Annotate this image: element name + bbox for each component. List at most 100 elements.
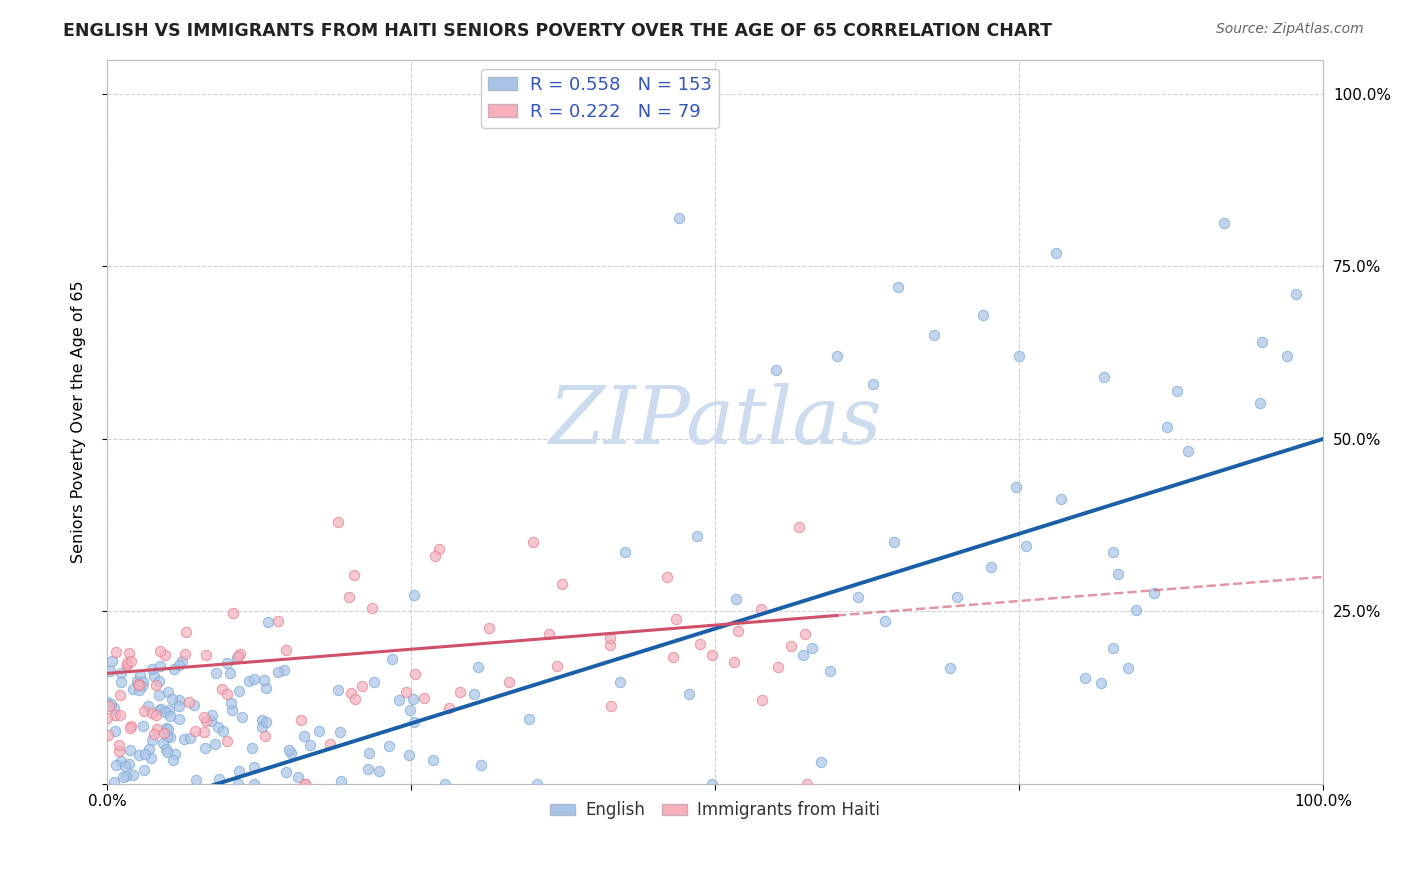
Point [1092,369,1115,384]
Point [922,328,945,343]
Point [294,777,316,791]
Point [463,687,485,701]
Point [980,560,1002,574]
Point [142,726,165,740]
Point [267,665,290,680]
Point [344,692,367,706]
Point [280,746,302,760]
Point [243,760,266,774]
Point [662,650,685,665]
Text: Source: ZipAtlas.com: Source: ZipAtlas.com [1216,22,1364,37]
Point [792,648,814,663]
Point [228,684,250,698]
Point [337,590,360,604]
Point [1251,335,1274,350]
Point [1090,675,1112,690]
Point [274,643,297,657]
Point [167,693,190,707]
Point [1102,544,1125,558]
Point [600,699,623,714]
Point [862,376,884,391]
Point [298,738,321,752]
Point [240,740,263,755]
Point [939,661,962,675]
Point [1143,586,1166,600]
Point [357,746,380,760]
Point [97,728,120,742]
Point [132,675,155,690]
Point [110,754,132,768]
Point [148,673,170,688]
Point [219,665,242,680]
Point [217,687,239,701]
Point [517,712,540,726]
Point [128,678,150,692]
Point [404,667,426,681]
Point [700,648,723,662]
Point [294,777,316,791]
Point [550,576,572,591]
Point [766,660,789,674]
Point [1050,491,1073,506]
Point [120,722,142,736]
Point [368,764,391,779]
Point [342,568,364,582]
Point [153,705,176,719]
Point [749,602,772,616]
Point [388,693,411,707]
Point [101,654,124,668]
Point [98,664,121,678]
Point [242,672,264,686]
Point [163,747,186,761]
Point [820,664,842,678]
Point [825,349,848,363]
Point [179,731,201,745]
Point [217,656,239,670]
Point [157,703,180,717]
Point [222,607,245,621]
Point [156,729,179,743]
Point [883,535,905,549]
Point [208,772,231,786]
Point [177,695,200,709]
Point [163,662,186,676]
Point [328,515,350,529]
Point [122,682,145,697]
Point [724,592,747,607]
Point [174,648,197,662]
Point [450,685,472,699]
Point [146,722,169,736]
Point [219,696,242,710]
Point [886,280,908,294]
Point [668,211,690,226]
Point [148,703,170,717]
Point [398,747,420,762]
Point [250,720,273,734]
Point [128,747,150,762]
Point [141,706,163,721]
Point [110,675,132,690]
Point [120,654,142,668]
Point [167,712,190,726]
Point [231,710,253,724]
Point [172,653,194,667]
Point [796,777,818,791]
Point [207,720,229,734]
Point [159,709,181,723]
Point [217,734,239,748]
Point [174,625,197,640]
Point [467,660,489,674]
Point [128,683,150,698]
Point [1275,349,1298,363]
Point [156,722,179,736]
Point [212,724,235,739]
Point [148,689,170,703]
Point [413,691,436,706]
Point [108,708,131,723]
Point [150,702,173,716]
Point [132,764,155,778]
Point [526,777,548,791]
Point [655,570,678,584]
Point [537,626,560,640]
Point [254,729,277,743]
